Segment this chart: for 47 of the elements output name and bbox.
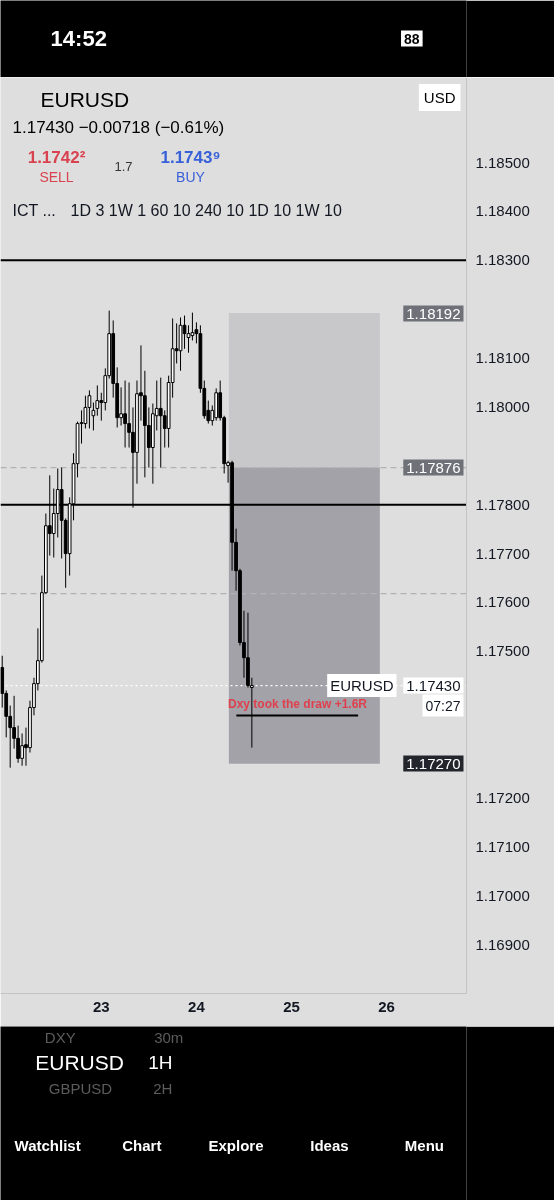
y-tick-label: 1.17600 (475, 593, 530, 611)
annotation: 1D 3 1W 1 60 10 240 10 1D 10 1W 10 (70, 202, 342, 219)
text: Menu (404, 1137, 445, 1154)
y-tick-label: 1.17800 (475, 495, 530, 513)
y-tick-label: 1.17500 (475, 642, 530, 660)
y-tick-label: 1.17200 (475, 788, 530, 806)
text: 2H (153, 1080, 173, 1097)
text: DXY (44, 1029, 76, 1046)
annotation: USD (423, 89, 456, 106)
annotation: Dxy took the draw +1.6R (227, 696, 368, 711)
text: Watchlist (14, 1137, 81, 1154)
text: 14:52 (50, 26, 107, 51)
annotation: 1.17430 (406, 676, 461, 694)
annotation: BUY (176, 168, 206, 185)
y-tick-label: 1.18100 (475, 349, 530, 367)
annotation: 1.1742² (27, 148, 86, 167)
y-tick-label: 1.17100 (475, 837, 530, 855)
annotation: 1.1743⁹ (160, 148, 221, 167)
y-tick-label: 1.17000 (475, 886, 530, 904)
y-tick-label: 1.18500 (475, 153, 530, 171)
x-tick-label: 24 (188, 997, 206, 1015)
text: GBPUSD (48, 1080, 113, 1097)
text: EURUSD (40, 88, 130, 111)
y-tick-label: 1.16900 (475, 935, 530, 953)
text: Explore (208, 1137, 264, 1154)
text: 1.17430 −0.00718 (−0.61%) (12, 118, 225, 137)
annotation: SELL (39, 168, 74, 185)
text: 88 (404, 30, 420, 47)
annotation: 1.17876 (406, 458, 461, 476)
annotation: 1.7 (114, 159, 133, 174)
annotation: ICT ... (12, 202, 56, 219)
y-tick-label: 1.18400 (475, 202, 530, 220)
y-tick-label: 1.18300 (475, 251, 530, 269)
y-tick-label: 1.17700 (475, 544, 530, 562)
text: EURUSD (35, 1051, 124, 1074)
annotation: 07:27 (425, 697, 461, 714)
text: 1H (148, 1052, 173, 1073)
annotation: 1.18192 (406, 304, 461, 322)
y-tick-label: 1.18000 (475, 397, 530, 415)
x-tick-label: 23 (92, 997, 110, 1015)
ref-line-label: EURUSD (330, 677, 394, 695)
x-tick-label: 26 (378, 997, 395, 1015)
text: Ideas (310, 1137, 349, 1154)
annotation: 1.17270 (406, 754, 461, 772)
x-tick-label: 25 (283, 997, 300, 1015)
text: 30m (154, 1029, 184, 1046)
text: Chart (122, 1137, 162, 1154)
